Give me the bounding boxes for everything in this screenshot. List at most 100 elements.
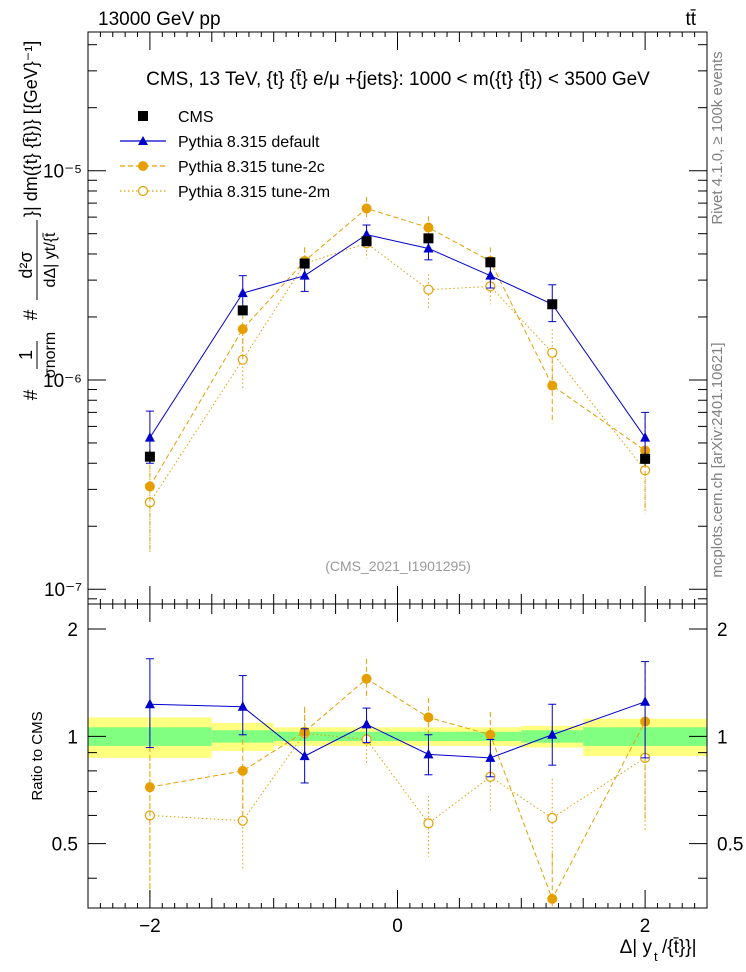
main-point-cms bbox=[547, 299, 558, 310]
main-point-cms bbox=[237, 305, 248, 316]
xlabel-tail: /{t̄}}| bbox=[662, 937, 697, 958]
ylabel-hash-2: # bbox=[21, 309, 42, 320]
ratio-line-tune2c bbox=[149, 678, 646, 901]
ratio-axes: −2 0 2 0.5 0.5 1 1 2 2 bbox=[52, 604, 743, 937]
legend-entry-default: Pythia 8.315 default bbox=[120, 134, 320, 151]
main-series-default bbox=[144, 224, 651, 464]
ratio-y-tick-label: 2 bbox=[67, 620, 78, 641]
ratio-series-tune2c bbox=[144, 658, 651, 908]
main-series-cms bbox=[144, 233, 651, 466]
legend-label-default: Pythia 8.315 default bbox=[178, 134, 320, 151]
main-ylabel: # 1 σnorm # d²σ dΔ| yt/{t̄ }| dm({t} {t̄… bbox=[16, 41, 59, 401]
ratio-point-default bbox=[640, 696, 651, 706]
ratio-point-default bbox=[547, 729, 558, 739]
x-axis-title: Δ| y t /{t̄}}| bbox=[620, 937, 697, 964]
legend-marker-cms bbox=[138, 111, 148, 121]
main-title: CMS, 13 TeV, {t} {t̄} e/μ +{jets}: 1000 … bbox=[146, 69, 650, 90]
ratio-point-default bbox=[144, 698, 155, 709]
legend: CMS Pythia 8.315 default Pythia 8.315 tu… bbox=[120, 109, 330, 201]
main-line-tune2c bbox=[149, 207, 646, 487]
ratio-point-default bbox=[237, 701, 248, 711]
main-point-cms bbox=[361, 236, 372, 247]
main-point-default bbox=[423, 242, 434, 253]
main-point-default bbox=[144, 432, 155, 442]
main-series-tune2c bbox=[144, 196, 651, 553]
xlabel-main: Δ| y bbox=[620, 937, 653, 958]
ratio-point-default bbox=[361, 718, 372, 729]
ratio-line-default bbox=[149, 701, 646, 759]
y-tick-label: 10⁻⁶ bbox=[43, 371, 82, 392]
ratio-point-tune2c bbox=[547, 893, 558, 904]
main-point-tune2m bbox=[547, 347, 558, 358]
legend-marker-tune2m bbox=[137, 185, 149, 197]
main-marks bbox=[144, 196, 651, 553]
main-point-tune2c bbox=[547, 380, 558, 391]
legend-label-cms: CMS bbox=[178, 109, 214, 126]
ratio-point-default bbox=[485, 752, 496, 762]
energy-label: 13000 GeV pp bbox=[98, 9, 221, 30]
mcplots-url-label: mcplots.cern.ch [arXiv:2401.10621] bbox=[709, 342, 726, 577]
ratio-point-tune2m bbox=[547, 812, 558, 824]
main-point-cms bbox=[640, 453, 651, 464]
legend-entry-tune2m: Pythia 8.315 tune-2m bbox=[120, 184, 330, 201]
ylabel-hash-1: # bbox=[21, 389, 42, 400]
legend-entry-tune2c: Pythia 8.315 tune-2c bbox=[120, 159, 325, 176]
ylabel-d2sigma: d²σ bbox=[16, 251, 36, 278]
ylabel-denominator: dΔ| yt/{t̄ bbox=[42, 232, 59, 287]
legend-entry-cms: CMS bbox=[138, 109, 214, 126]
legend-label-tune2c: Pythia 8.315 tune-2c bbox=[178, 159, 325, 176]
main-point-tune2c bbox=[423, 222, 434, 233]
main-point-tune2c bbox=[237, 324, 248, 335]
ratio-point-tune2c bbox=[144, 782, 155, 793]
main-point-cms bbox=[423, 233, 434, 244]
main-point-default bbox=[237, 287, 248, 298]
analysis-watermark: (CMS_2021_I1901295) bbox=[325, 558, 471, 574]
ylabel-one: 1 bbox=[16, 350, 36, 360]
main-series-tune2m bbox=[144, 230, 651, 553]
main-point-cms bbox=[144, 451, 155, 462]
ratio-y-tick-label: 0.5 bbox=[52, 835, 78, 856]
x-tick-label: −2 bbox=[139, 916, 161, 937]
ratio-bands bbox=[88, 717, 707, 758]
ratio-marks bbox=[144, 658, 651, 908]
ratio-y-tick-label-right: 0.5 bbox=[717, 835, 743, 856]
ratio-panel: −2 0 2 0.5 0.5 1 1 2 2 Ratio to CMS Δ| y t /{t̄}… bbox=[29, 603, 743, 964]
y-tick-label: 10⁻⁵ bbox=[43, 162, 82, 183]
ratio-y-tick-label-right: 1 bbox=[717, 727, 728, 748]
main-point-default bbox=[361, 229, 372, 239]
legend-marker-tune2c bbox=[138, 161, 148, 171]
main-point-tune2m bbox=[423, 284, 434, 295]
main-point-default bbox=[485, 270, 496, 280]
ratio-point-default bbox=[299, 750, 310, 761]
main-point-default bbox=[640, 432, 651, 442]
xlabel-subscript: t bbox=[654, 949, 658, 964]
ratio-point-tune2m bbox=[423, 818, 434, 829]
y-tick-label: 10⁻⁷ bbox=[44, 580, 82, 601]
main-point-tune2c bbox=[144, 481, 155, 492]
rivet-version-label: Rivet 4.1.0, ≥ 100k events bbox=[709, 51, 726, 224]
ratio-point-tune2c bbox=[485, 729, 496, 740]
ylabel-tail: }| dm({t} {t̄})} [{GeV}⁻¹] bbox=[21, 41, 41, 217]
main-line-default bbox=[149, 234, 646, 438]
ylabel-sigma-norm: σnorm bbox=[42, 332, 59, 378]
ratio-ylabel: Ratio to CMS bbox=[29, 711, 46, 800]
process-label: tt̄ bbox=[685, 9, 696, 30]
ratio-point-tune2c bbox=[423, 712, 434, 723]
x-tick-label: 2 bbox=[640, 916, 651, 937]
ratio-point-tune2c bbox=[237, 765, 248, 776]
main-axes: 10⁻⁷ 10⁻⁶ 10⁻⁵ bbox=[43, 32, 707, 604]
ratio-point-tune2c bbox=[361, 673, 372, 684]
ratio-y-tick-label-right: 2 bbox=[717, 620, 728, 641]
legend-label-tune2m: Pythia 8.315 tune-2m bbox=[178, 184, 330, 201]
ratio-point-default bbox=[423, 748, 434, 759]
legend-marker-default bbox=[138, 136, 148, 145]
main-point-tune2c bbox=[361, 203, 372, 214]
x-tick-label: 0 bbox=[392, 916, 403, 937]
main-point-default bbox=[299, 270, 310, 280]
ratio-y-tick-label: 1 bbox=[67, 727, 78, 748]
main-panel: 10⁻⁷ 10⁻⁶ 10⁻⁵ CMS, 13 TeV, {t} {t̄} e/μ +… bbox=[16, 31, 708, 605]
main-point-cms bbox=[485, 257, 496, 268]
ratio-series-default bbox=[144, 658, 651, 784]
main-point-cms bbox=[299, 258, 310, 269]
